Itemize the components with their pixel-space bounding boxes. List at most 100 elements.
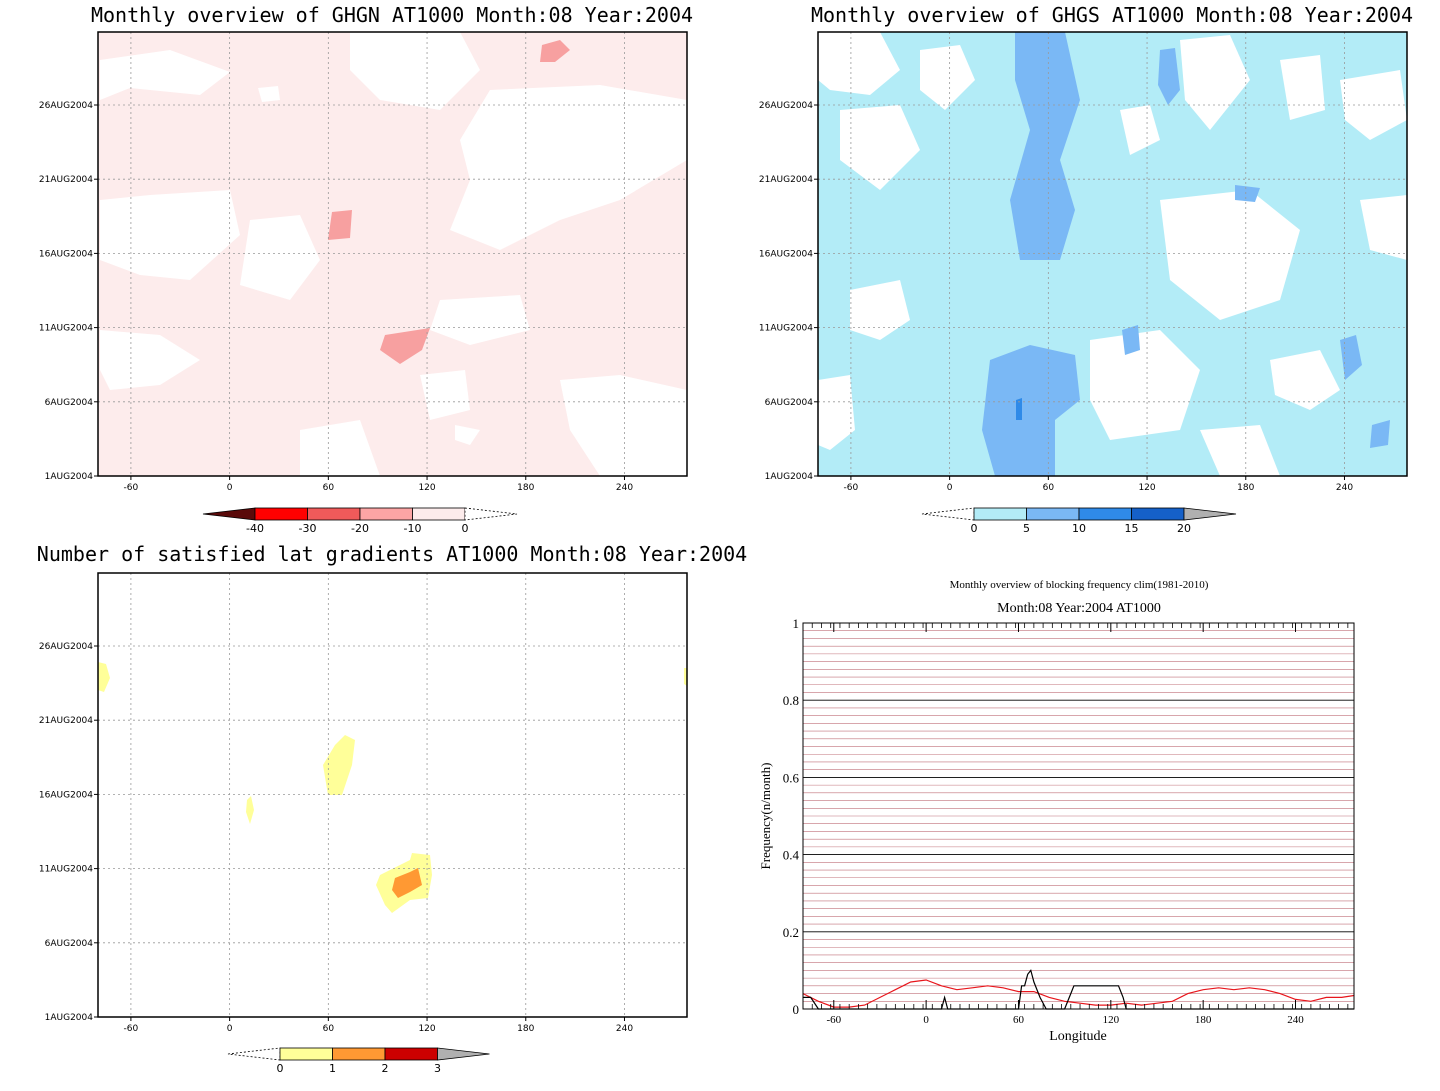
x-tick-label: -60 — [124, 483, 139, 493]
ghgn-white-region — [455, 425, 480, 445]
colorbar-swatch — [973, 507, 1027, 521]
colorbar-swatch — [412, 507, 466, 521]
x-tick-label: -60 — [124, 1024, 139, 1034]
colorbar-swatch — [307, 507, 361, 521]
ghgn-highlight — [540, 40, 570, 62]
y-tick-label: 0.6 — [783, 770, 800, 785]
ghgs-frame — [817, 31, 1408, 477]
ghgn-frame — [97, 31, 688, 477]
ghgn-axes: -60 0 60 120 180 240 1AUG2004 6AUG2004 11AUG2004… — [39, 101, 633, 493]
blocking-subtitle: Month:08 Year:2004 AT1000 — [997, 601, 1161, 616]
colorbar-label: 2 — [382, 1062, 389, 1075]
latgrad-field — [98, 573, 687, 1017]
x-tick-label: 0 — [947, 483, 953, 493]
x-tick-label: 240 — [1287, 1014, 1304, 1026]
y-tick-label: 11AUG2004 — [39, 865, 93, 875]
colorbar-label: 5 — [1023, 522, 1030, 535]
ghgs-colorbar: 0 5 10 15 20 — [921, 507, 1237, 535]
colorbar-label: 20 — [1177, 522, 1191, 535]
blocking-title: Monthly overview of blocking frequency c… — [950, 579, 1209, 591]
colorbar-swatch — [332, 1047, 386, 1061]
y-tick-label: 21AUG2004 — [39, 716, 93, 726]
colorbar-label: 0 — [971, 522, 978, 535]
x-tick-label: 240 — [616, 1024, 633, 1034]
colorbar-swatch — [359, 507, 413, 521]
colorbar-swatch — [254, 507, 308, 521]
ghgs-peak — [1016, 398, 1022, 420]
ghgs-white-region — [1090, 330, 1200, 440]
ghgn-white-region — [100, 50, 230, 100]
y-tick-label: 6AUG2004 — [45, 398, 94, 408]
x-tick-label: 180 — [517, 483, 534, 493]
ghgs-white-region — [1200, 425, 1280, 476]
colorbar-label: 1 — [329, 1062, 336, 1075]
ghgn-white-region — [258, 86, 280, 102]
colorbar-swatch — [384, 1047, 438, 1061]
x-tick-label: 60 — [323, 483, 335, 493]
colorbar-arrow-low — [202, 507, 256, 521]
y-tick-label: 16AUG2004 — [39, 790, 93, 800]
x-tick-label: 120 — [418, 483, 435, 493]
y-tick-label: 1AUG2004 — [45, 1013, 94, 1023]
y-tick-label: 6AUG2004 — [765, 398, 814, 408]
y-tick-label: 0 — [793, 1002, 800, 1017]
colorbar-swatch — [279, 1047, 333, 1061]
y-tick-label: 21AUG2004 — [759, 175, 813, 185]
colorbar-label: 3 — [434, 1062, 441, 1075]
ghgs-white-region — [1120, 105, 1160, 155]
ghgs-field — [818, 32, 1407, 476]
y-tick-label: 0.4 — [783, 848, 800, 863]
ghgn-white-region — [560, 375, 687, 476]
ghgs-highlight — [982, 345, 1080, 476]
x-tick-label: 180 — [1195, 1014, 1212, 1026]
x-tick-label: 120 — [1138, 483, 1155, 493]
blocking-axes: -60 0 60 120 180 240 0 0.2 0.4 0.6 0.8 1 — [783, 616, 1349, 1026]
y-tick-label: 0.8 — [783, 693, 799, 708]
y-tick-label: 11AUG2004 — [39, 324, 93, 334]
latgrad-region — [323, 735, 355, 795]
latgrad-title: Number of satisfied lat gradients AT1000… — [37, 542, 747, 566]
ghgn-panel: Monthly overview of GHGN AT1000 Month:08… — [39, 3, 693, 535]
ghgs-highlight — [1158, 48, 1180, 105]
ghgn-white-region — [100, 190, 240, 280]
ghgs-white-region — [920, 45, 975, 110]
y-tick-label: 1 — [793, 616, 800, 631]
ghgs-axes: -60 0 60 120 180 240 1AUG2004 6AUG2004 11AUG2004… — [759, 101, 1353, 493]
ghgn-white-region — [300, 420, 380, 476]
latgrad-grid — [98, 573, 687, 1017]
ghgs-highlight — [1235, 185, 1260, 202]
x-tick-label: 0 — [227, 1024, 233, 1034]
ghgs-white-region — [850, 280, 910, 340]
x-tick-label: 120 — [1103, 1014, 1120, 1026]
x-tick-label: 60 — [1043, 483, 1055, 493]
ghgs-highlight — [1010, 32, 1080, 260]
ghgn-white-region — [100, 330, 200, 390]
y-tick-label: 1AUG2004 — [765, 472, 814, 482]
colorbar-label: -40 — [246, 522, 264, 535]
ghgs-white-region — [818, 32, 900, 95]
climatology-line — [802, 979, 1355, 1008]
x-tick-label: -60 — [844, 483, 859, 493]
latgrad-peak — [392, 868, 422, 898]
ghgn-title: Monthly overview of GHGN AT1000 Month:08… — [91, 3, 693, 27]
y-tick-label: 21AUG2004 — [39, 175, 93, 185]
colorbar-swatch — [1026, 507, 1080, 521]
latgrad-colorbar: 0 1 2 3 — [227, 1047, 490, 1075]
colorbar-label: 0 — [277, 1062, 284, 1075]
y-tick-label: 11AUG2004 — [759, 324, 813, 334]
latgrad-frame — [97, 572, 688, 1018]
x-tick-label: 60 — [323, 1024, 335, 1034]
ghgs-white-region — [1160, 190, 1300, 320]
y-tick-label: 26AUG2004 — [39, 642, 93, 652]
blocking-panel: Monthly overview of blocking frequency c… — [758, 579, 1355, 1044]
ghgs-highlight — [1122, 325, 1140, 355]
colorbar-arrow-low — [921, 507, 975, 521]
colorbar-label: 10 — [1072, 522, 1086, 535]
ghgs-panel: Monthly overview of GHGS AT1000 Month:08… — [759, 3, 1413, 535]
ghgs-white-region — [818, 375, 855, 450]
ghgs-white-region — [1270, 350, 1340, 410]
ghgn-white-region — [420, 370, 470, 420]
ghgs-white-region — [1180, 35, 1250, 130]
latgrad-background — [98, 573, 687, 1017]
x-tick-label: 0 — [923, 1014, 929, 1026]
